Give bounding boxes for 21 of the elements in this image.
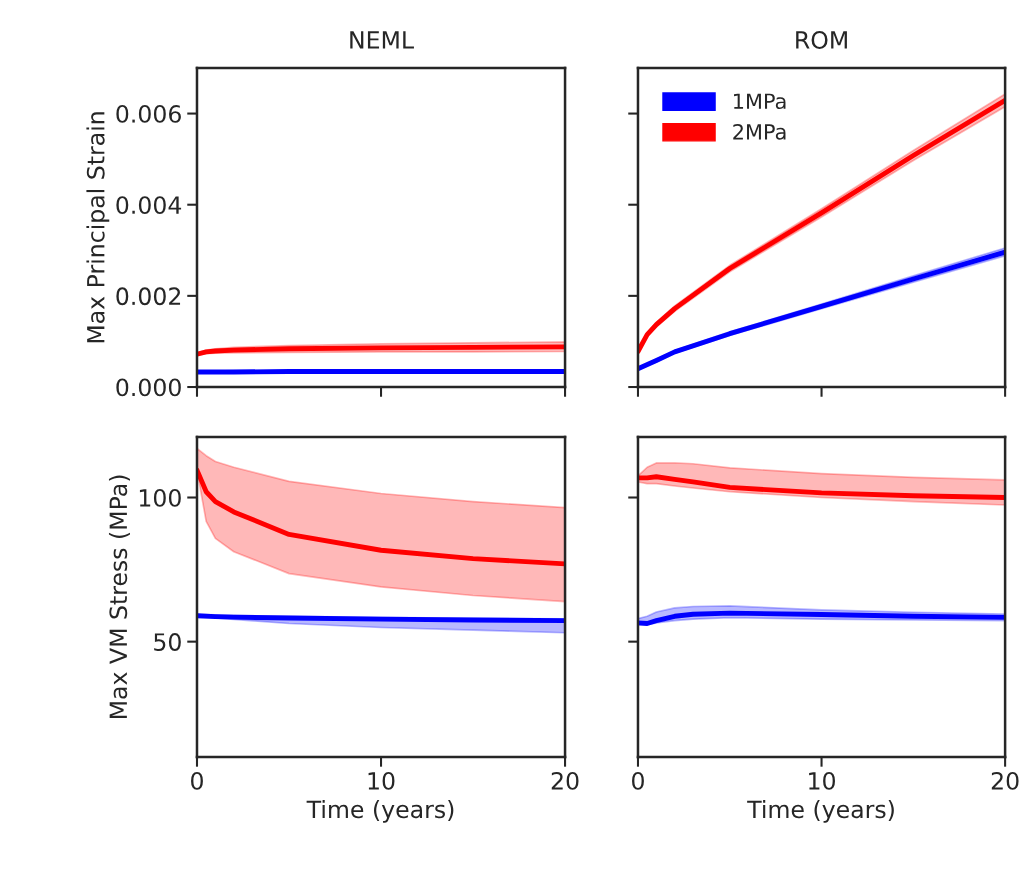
x-tick-label: 10 xyxy=(368,771,395,790)
y-tick-label: 50 xyxy=(154,633,181,651)
legend-label: 2MPa xyxy=(733,123,786,140)
y-tick-label: 0.000 xyxy=(116,378,181,397)
y-tick-label: 100 xyxy=(139,488,181,507)
x-tick-label: 0 xyxy=(632,771,644,790)
x-tick-label: 10 xyxy=(809,771,835,790)
x-tick-label: 20 xyxy=(991,771,1019,790)
y-tick-label: 0.006 xyxy=(116,105,181,123)
x-axis-title: Time (years) xyxy=(306,799,454,823)
y-axis-title: Max Principal Strain xyxy=(86,112,110,343)
y-tick-label: 0.002 xyxy=(116,287,181,306)
chart-title: ROM xyxy=(796,31,847,49)
chart-title: NEML xyxy=(350,31,414,49)
x-axis-title: Time (years) xyxy=(747,799,894,823)
x-tick-label: 0 xyxy=(191,771,203,790)
legend-label: 1MPa xyxy=(734,93,786,110)
y-tick-label: 0.004 xyxy=(116,196,182,215)
x-tick-label: 20 xyxy=(551,771,579,790)
y-axis-title: Max VM Stress (MPa) xyxy=(108,475,130,719)
line-series xyxy=(196,467,566,567)
